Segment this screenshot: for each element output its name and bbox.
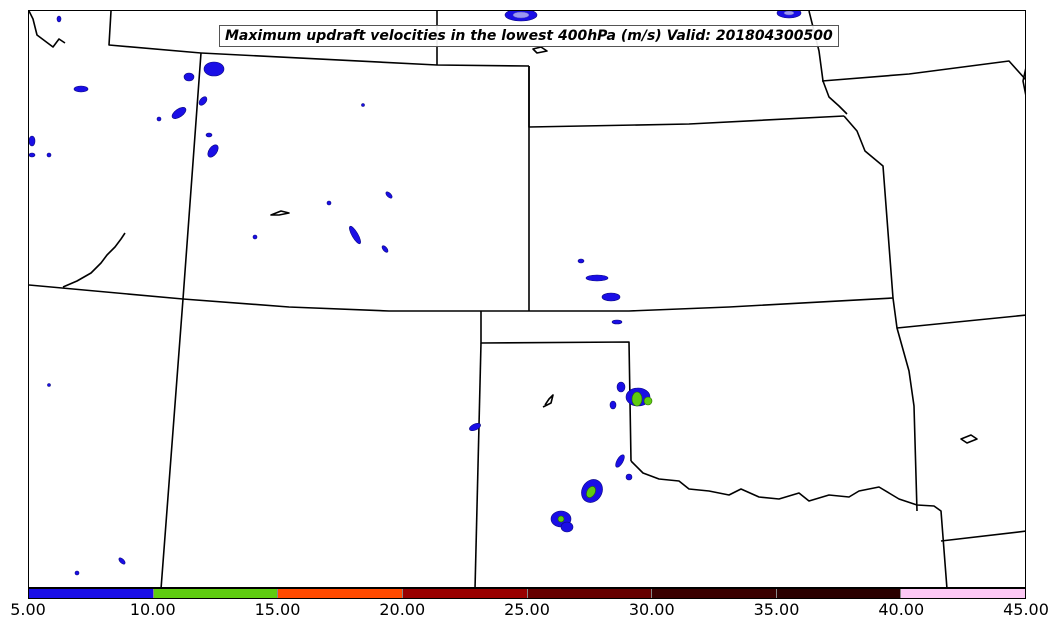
colorbar	[28, 588, 1026, 599]
lake-small-2	[532, 46, 548, 54]
colorbar-segment-2	[278, 589, 403, 598]
colorbar-segment-3	[402, 589, 528, 598]
coast-puget	[29, 11, 66, 48]
state-border-idaho-utah-west	[160, 52, 202, 587]
updraft-contours-green	[557, 391, 653, 523]
state-border-co-nm	[474, 342, 482, 587]
map-canvas	[29, 11, 1025, 587]
colorbar-segment-1	[153, 589, 279, 598]
state-border-ar-la	[940, 530, 1025, 542]
state-border-tx-ok-red-river	[630, 460, 948, 587]
state-border-mo-ok	[896, 327, 918, 512]
colorbar-tick-label: 35.00	[753, 600, 800, 619]
colorbar-segment-0	[29, 589, 154, 598]
updraft-contours-lightblue	[512, 11, 795, 19]
colorbar-tick-label: 30.00	[628, 600, 675, 619]
map-frame: Maximum updraft velocities in the lowest…	[28, 10, 1026, 588]
colorbar-segment-7	[901, 589, 1025, 598]
lake-small-3	[542, 394, 554, 408]
lake-great-salt	[62, 232, 126, 288]
state-border-idaho-montana	[108, 11, 202, 54]
colorbar-tick-label: 10.00	[129, 600, 176, 619]
state-border-sd-ne	[528, 66, 845, 128]
state-border-ia-mn	[821, 60, 1025, 82]
colorbar-tick-label: 5.00	[10, 600, 46, 619]
state-border-ne-ia	[843, 115, 894, 299]
map-title: Maximum updraft velocities in the lowest…	[219, 25, 839, 47]
colorbar-tick-label: 20.00	[379, 600, 426, 619]
colorbar-segment-4	[527, 589, 653, 598]
colorbar-tick-label: 45.00	[1003, 600, 1049, 619]
updraft-contours-blue	[29, 11, 802, 576]
state-border-wyoming-colorado	[182, 298, 529, 312]
state-border-ne-ks	[529, 297, 894, 312]
state-border-nevada-utah	[29, 284, 184, 300]
lake-small-4	[960, 434, 978, 444]
colorbar-tick-label: 25.00	[504, 600, 550, 619]
colorbar-tick-labels: 5.00 10.00 15.00 20.00 25.00 30.00 35.00 40.00 4…	[0, 599, 1060, 629]
colorbar-segment-6	[776, 589, 902, 598]
state-border-montana-wyoming	[200, 52, 530, 67]
lake-small-1	[270, 210, 290, 216]
colorbar-tick-label: 15.00	[254, 600, 301, 619]
river-mississippi	[1022, 68, 1025, 96]
colorbar-tick-label: 40.00	[878, 600, 925, 619]
colorbar-segment-5	[652, 589, 777, 598]
state-border-ks-mo	[892, 297, 1025, 329]
state-border-co-nm-ks	[480, 311, 632, 462]
